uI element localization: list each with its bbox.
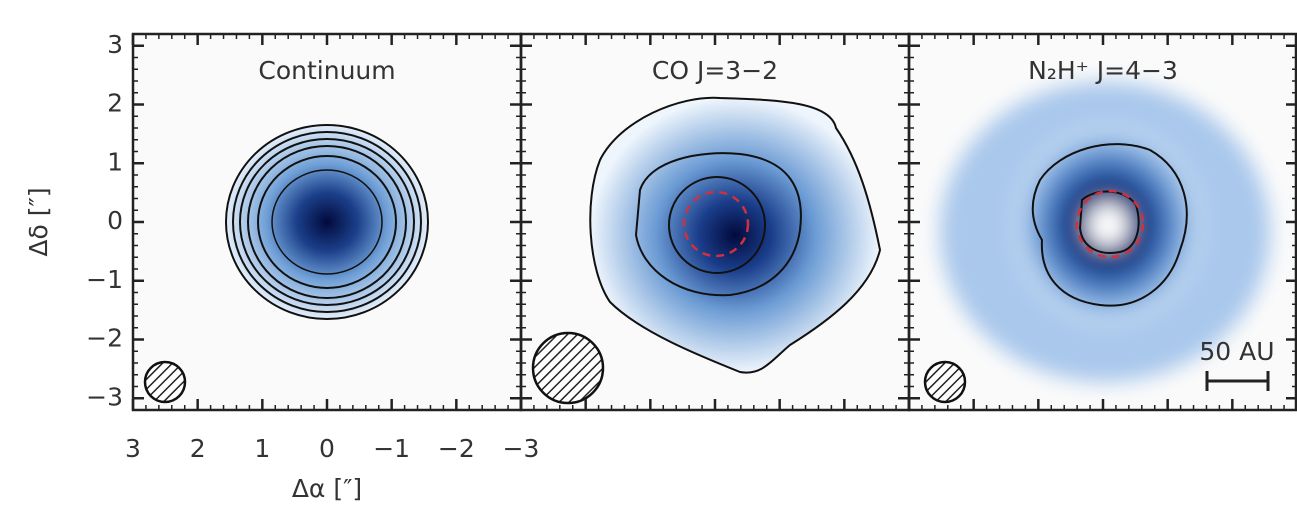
y-axis-label: Δδ [″]: [24, 187, 53, 256]
panel-title: N₂H⁺ J=4−3: [1028, 56, 1178, 85]
x-tick-label: −2: [438, 434, 475, 463]
y-tick-label: 1: [107, 147, 123, 176]
panel-title: Continuum: [258, 56, 395, 85]
panel-title: CO J=3−2: [652, 56, 778, 85]
x-tick-label: 3: [125, 434, 141, 463]
scale-label: 50 AU: [1199, 337, 1274, 366]
x-tick-label: 1: [254, 434, 270, 463]
x-tick-label: 0: [319, 434, 335, 463]
figure: 50 AU Δα [″] Δδ [″] Continuum3210−1−2−3−…: [0, 0, 1297, 506]
y-tick-label: −3: [86, 382, 123, 411]
y-tick-label: 3: [107, 30, 123, 59]
x-tick-label: −1: [373, 434, 410, 463]
y-tick-label: −1: [86, 265, 123, 294]
y-tick-label: 0: [107, 206, 123, 235]
x-axis-label: Δα [″]: [292, 474, 362, 503]
y-tick-label: −2: [86, 324, 123, 353]
x-tick-label: −3: [503, 434, 540, 463]
x-tick-label: 2: [190, 434, 206, 463]
y-tick-label: 2: [107, 89, 123, 118]
